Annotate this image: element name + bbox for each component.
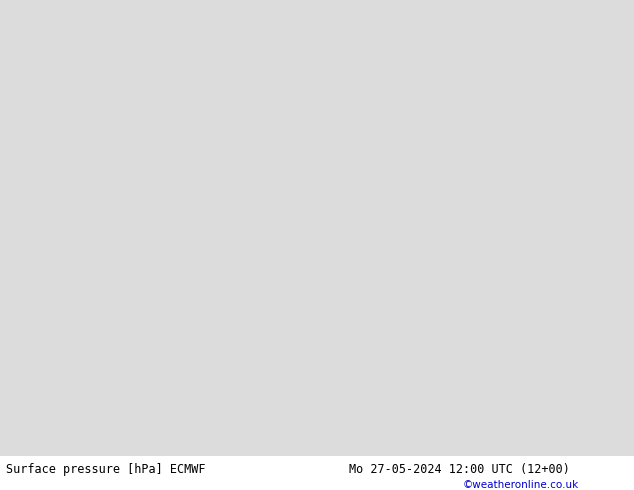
Text: Mo 27-05-2024 12:00 UTC (12+00): Mo 27-05-2024 12:00 UTC (12+00) (349, 463, 569, 476)
Text: Surface pressure [hPa] ECMWF: Surface pressure [hPa] ECMWF (6, 463, 206, 476)
Polygon shape (0, 0, 634, 456)
Text: ©weatheronline.co.uk: ©weatheronline.co.uk (463, 480, 579, 490)
